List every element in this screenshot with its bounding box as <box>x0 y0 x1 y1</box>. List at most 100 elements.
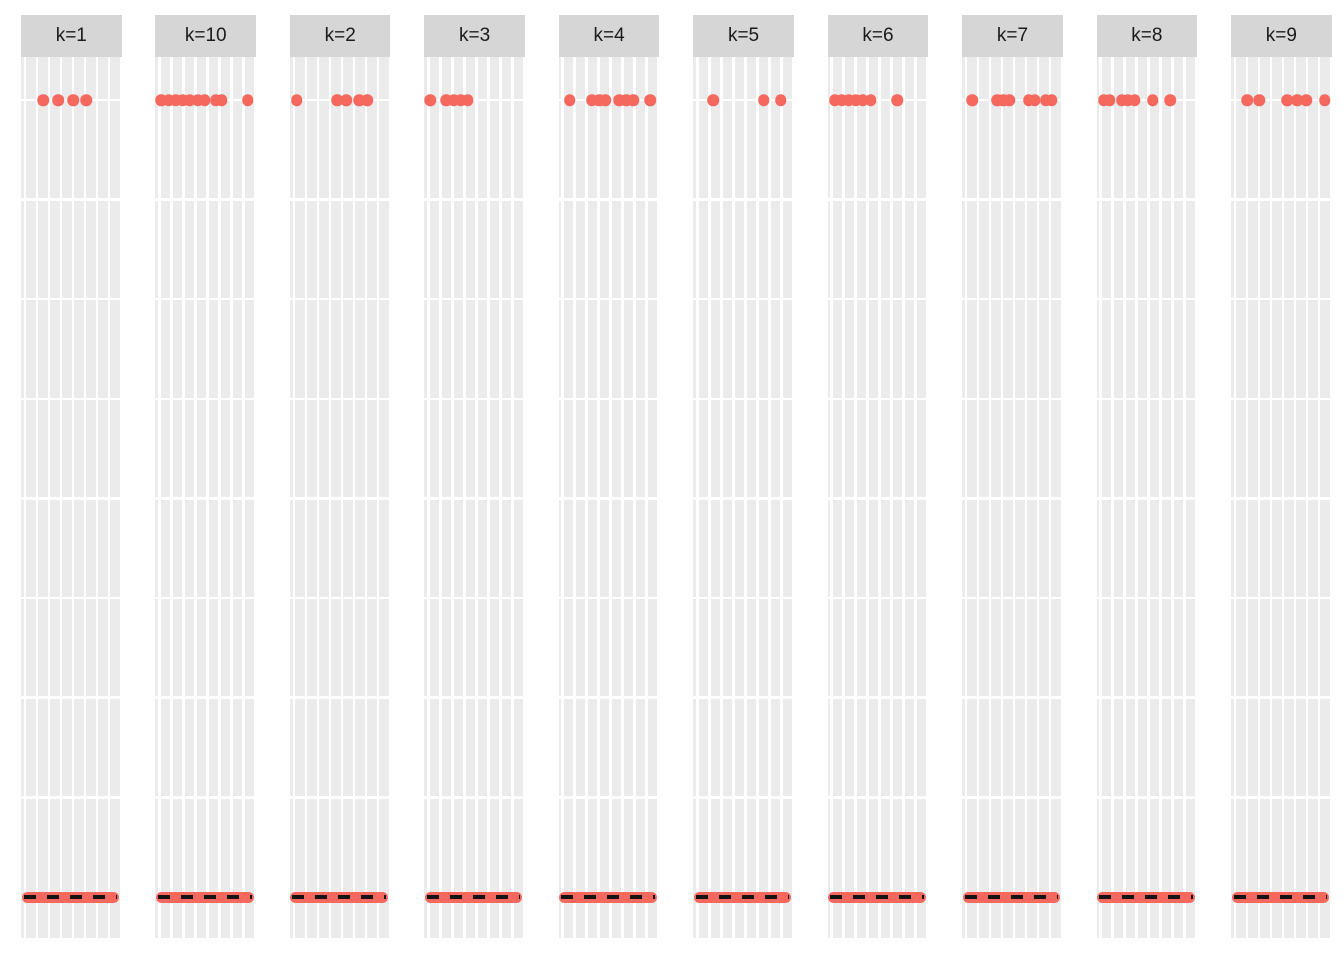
horizontal-gridline <box>558 497 660 500</box>
panel-plot-area <box>693 57 794 938</box>
data-point <box>644 94 657 106</box>
data-point <box>67 94 80 106</box>
horizontal-gridline <box>289 198 391 201</box>
facet-panel: k=10 <box>155 15 257 938</box>
horizontal-gridline <box>289 297 391 301</box>
horizontal-gridline <box>827 596 929 600</box>
facet-strip-header: k=4 <box>558 15 660 57</box>
data-point <box>242 94 254 106</box>
horizontal-gridline <box>1096 696 1198 699</box>
data-point <box>424 94 437 106</box>
horizontal-gridline <box>424 696 525 699</box>
horizontal-gridline <box>1096 198 1198 201</box>
data-point <box>613 94 625 106</box>
horizontal-gridline <box>1096 98 1198 102</box>
horizontal-gridline <box>21 596 122 600</box>
data-point <box>991 94 1004 106</box>
horizontal-gridline <box>1096 497 1198 500</box>
horizontal-gridline <box>693 198 794 201</box>
data-point <box>216 94 228 106</box>
panel-plot-area <box>1096 57 1198 938</box>
horizontal-gridline <box>289 397 391 401</box>
data-point <box>198 94 211 106</box>
horizontal-gridline <box>155 297 257 301</box>
horizontal-gridline <box>424 297 525 301</box>
horizontal-gridline <box>558 696 660 699</box>
data-point <box>564 94 576 106</box>
horizontal-gridline <box>424 98 525 102</box>
horizontal-gridline <box>827 696 929 699</box>
data-point <box>966 94 978 106</box>
horizontal-gridline <box>1231 796 1332 799</box>
data-point <box>291 94 303 106</box>
horizontal-gridline <box>155 198 257 201</box>
facet-strip-header: k=8 <box>1096 15 1198 57</box>
data-point <box>183 94 196 106</box>
dashed-reference-line <box>695 895 790 899</box>
horizontal-gridline <box>962 397 1063 401</box>
facet-strip-label: k=2 <box>324 25 356 46</box>
horizontal-gridline <box>693 796 794 799</box>
facet-strip-header: k=6 <box>827 15 929 57</box>
data-point <box>1291 94 1304 106</box>
horizontal-gridline <box>21 198 122 201</box>
data-point <box>1253 94 1265 106</box>
data-point <box>1115 94 1128 106</box>
horizontal-gridline <box>424 397 525 401</box>
facet-panel: k=3 <box>424 15 525 938</box>
data-point <box>843 94 855 106</box>
data-point <box>1129 94 1141 106</box>
horizontal-gridline <box>289 796 391 799</box>
horizontal-gridline <box>558 796 660 799</box>
data-point <box>586 94 598 106</box>
horizontal-gridline <box>558 397 660 401</box>
panel-plot-area <box>1231 57 1332 938</box>
horizontal-gridline <box>693 397 794 401</box>
facet-panel: k=4 <box>558 15 660 938</box>
facet-strip-label: k=4 <box>593 25 625 46</box>
data-point <box>593 94 605 106</box>
horizontal-gridline <box>558 596 660 600</box>
horizontal-gridline <box>424 497 525 500</box>
facet-strip-label: k=3 <box>459 25 491 46</box>
data-point <box>340 94 352 106</box>
data-point <box>620 94 632 106</box>
data-point <box>836 94 848 106</box>
facet-panel: k=9 <box>1231 15 1332 938</box>
data-point <box>707 94 720 106</box>
data-point <box>757 94 770 106</box>
dashed-reference-line <box>830 895 924 899</box>
horizontal-gridline <box>1231 596 1332 600</box>
data-point <box>191 94 204 106</box>
data-point <box>865 94 877 106</box>
data-point <box>1241 94 1253 106</box>
data-point <box>162 94 175 106</box>
horizontal-gridline <box>693 297 794 301</box>
data-point <box>169 94 182 106</box>
data-point <box>353 94 366 106</box>
horizontal-gridline <box>21 497 122 500</box>
data-point <box>627 94 639 106</box>
horizontal-gridline <box>827 497 929 500</box>
horizontal-gridline <box>827 397 929 401</box>
data-point <box>857 94 869 106</box>
horizontal-gridline <box>693 497 794 500</box>
dashed-reference-line <box>292 895 386 899</box>
facet-strip-header: k=2 <box>289 15 391 57</box>
horizontal-gridline <box>1231 696 1332 699</box>
horizontal-gridline <box>962 497 1063 500</box>
data-point <box>1039 94 1052 106</box>
data-point <box>331 94 343 106</box>
facet-strip-header: k=3 <box>424 15 525 57</box>
dashed-reference-line <box>23 895 118 899</box>
horizontal-gridline <box>1096 397 1198 401</box>
data-point <box>80 94 93 106</box>
panel-plot-area <box>424 57 525 938</box>
horizontal-gridline <box>962 297 1063 301</box>
facet-strip-header: k=10 <box>155 15 257 57</box>
data-point <box>1003 94 1016 106</box>
horizontal-gridline <box>289 596 391 600</box>
data-point <box>997 94 1010 106</box>
facet-strip-header: k=5 <box>693 15 794 57</box>
